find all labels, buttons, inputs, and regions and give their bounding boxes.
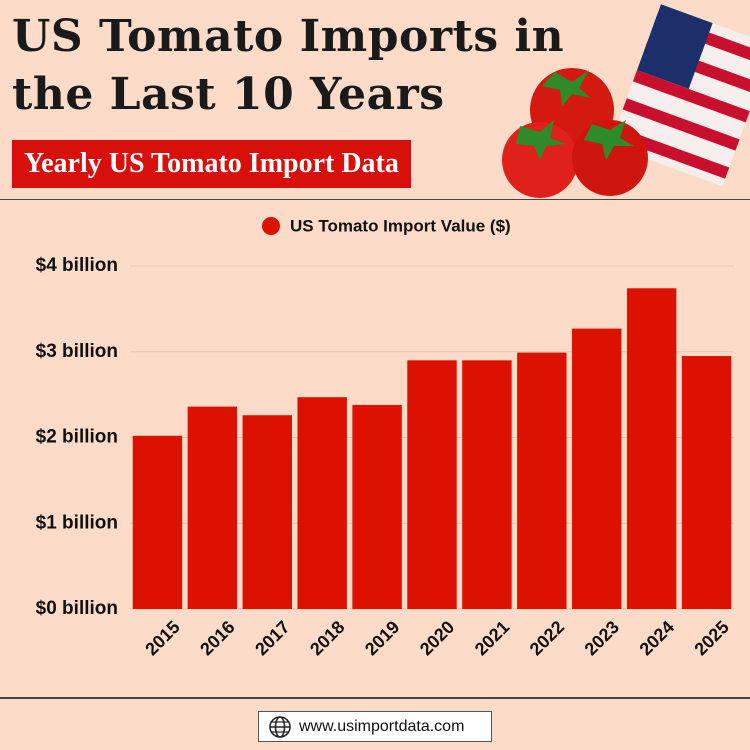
decoration — [0, 4, 750, 200]
bar — [626, 288, 677, 609]
bar — [572, 328, 622, 609]
tomatoes — [502, 68, 648, 198]
y-tick-label: $0 billion — [36, 598, 118, 619]
x-tick-label: 2021 — [471, 617, 513, 659]
bar — [352, 404, 402, 609]
x-tick-label: 2022 — [526, 617, 568, 659]
bar — [681, 356, 732, 609]
subtitle: Yearly US Tomato Import Data — [12, 140, 411, 188]
x-tick-label: 2025 — [690, 617, 732, 659]
bar — [407, 360, 457, 609]
x-tick-label: 2016 — [196, 617, 238, 659]
bar — [242, 415, 292, 609]
x-tick-label: 2018 — [306, 617, 348, 659]
x-tick-label: 2019 — [361, 617, 403, 659]
website: www.usimportdata.com — [299, 718, 465, 735]
footer: www.usimportdata.com — [258, 711, 492, 742]
globe-icon — [269, 716, 291, 738]
x-tick-label: 2015 — [141, 617, 183, 659]
x-tick-label: 2023 — [581, 617, 623, 659]
y-tick-label: $2 billion — [36, 427, 118, 448]
bar — [297, 397, 347, 609]
legend-label: US Tomato Import Value ($) — [290, 216, 511, 235]
bar — [132, 435, 183, 609]
x-tick-label: 2020 — [416, 617, 458, 659]
legend-marker — [262, 217, 280, 235]
page-title: US Tomato Imports in the Last 10 Years — [12, 11, 565, 120]
y-tick-label: $4 billion — [36, 255, 118, 276]
bar — [517, 352, 567, 609]
x-tick-label: 2024 — [636, 617, 678, 659]
y-tick-label: $3 billion — [36, 341, 118, 362]
chart: $0 billion $1 billion $2 billion $3 billion… — [0, 216, 750, 699]
x-tick-label: 2017 — [251, 617, 293, 659]
bar — [462, 360, 512, 609]
bar — [187, 406, 238, 609]
y-tick-label: $1 billion — [36, 512, 118, 533]
